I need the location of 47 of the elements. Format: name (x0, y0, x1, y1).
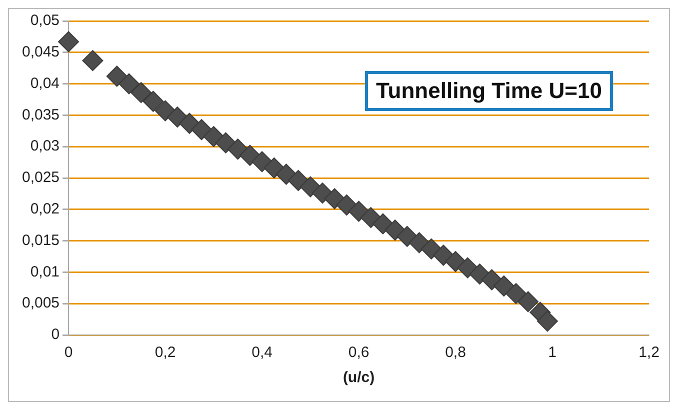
point (154, 100, 176, 122)
point (215, 132, 236, 154)
x-tick-label: 0 (64, 344, 73, 362)
point (118, 73, 140, 94)
point (130, 82, 152, 104)
point (505, 283, 526, 304)
point (106, 66, 128, 87)
point (518, 291, 539, 312)
point (252, 151, 273, 172)
y-tick-label: 0,03 (30, 138, 60, 155)
point (457, 257, 478, 278)
y-tick-label: 0,015 (22, 232, 60, 249)
text: Tunnelling Time U=10 (365, 71, 613, 111)
point (481, 269, 502, 290)
point (264, 157, 285, 178)
x-axis-title: (u/c) (342, 369, 375, 386)
point (432, 244, 454, 266)
y-tick-label: 0,05 (30, 12, 60, 30)
y-tick-label: 0,035 (22, 106, 60, 124)
y-tick-label: 0 (51, 326, 60, 344)
point (408, 232, 430, 254)
point (276, 164, 297, 185)
y-tick-label: 0,02 (30, 200, 60, 218)
y-tick-label: 0,01 (30, 263, 60, 280)
point (336, 194, 358, 216)
y-tick-label: 0,005 (22, 294, 60, 312)
x-tick-label: 1 (548, 344, 556, 362)
point (82, 50, 104, 72)
y-tick-label: 0,045 (22, 44, 60, 61)
x-tick-label: 0,2 (154, 344, 176, 362)
point (493, 276, 514, 297)
y-tick-label: 0,04 (30, 74, 60, 92)
point (191, 119, 212, 140)
x-tick-label: 0,4 (252, 344, 272, 362)
point (348, 200, 370, 222)
point (536, 310, 558, 332)
point (300, 176, 321, 198)
y-tick-label: 0,025 (22, 169, 60, 186)
point (58, 31, 80, 52)
point (445, 251, 466, 272)
point (312, 182, 333, 204)
point (384, 220, 406, 241)
x-tick-label: 0,8 (445, 344, 466, 362)
point (142, 90, 164, 112)
x-tick-label: 1,2 (638, 344, 660, 362)
point (203, 126, 224, 148)
x-tick-label: 0,6 (348, 344, 370, 362)
